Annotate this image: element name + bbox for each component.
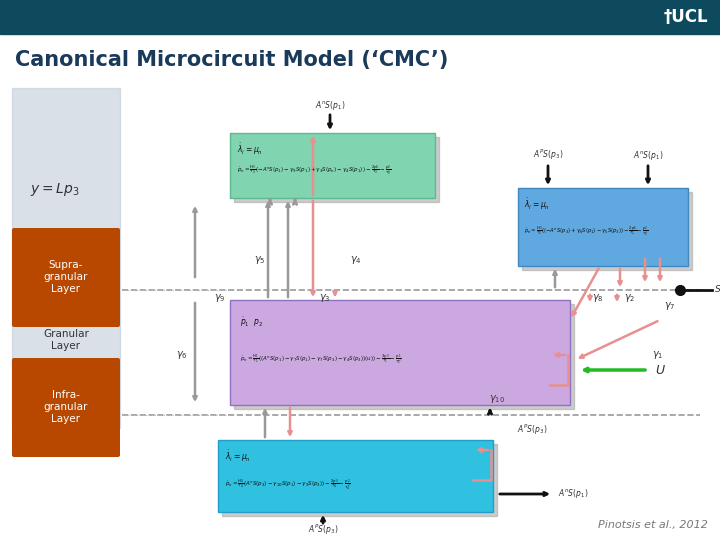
Text: $\gamma_4$: $\gamma_4$ bbox=[350, 254, 361, 266]
Text: $\gamma_9$: $\gamma_9$ bbox=[215, 292, 226, 304]
Text: $S(p_1)$: $S(p_1)$ bbox=[714, 284, 720, 296]
Text: $A^P S(p_3)$: $A^P S(p_3)$ bbox=[517, 423, 547, 437]
Text: Infra-
granular
Layer: Infra- granular Layer bbox=[44, 390, 88, 423]
Text: $\gamma_1$: $\gamma_1$ bbox=[652, 349, 664, 361]
Text: $U$: $U$ bbox=[655, 363, 666, 376]
Text: †UCL: †UCL bbox=[663, 8, 708, 26]
Text: Granular
Layer: Granular Layer bbox=[43, 329, 89, 351]
Text: $A^n S(p_1)$: $A^n S(p_1)$ bbox=[315, 99, 346, 112]
Text: $\dot{p}_n = \frac{H_4}{\tau_4}(A^n S(p_3) - \gamma_{10} S(p_1) - \gamma_9 S(p_3: $\dot{p}_n = \frac{H_4}{\tau_4}(A^n S(p_… bbox=[225, 478, 351, 492]
Text: $A^P S(p_3)$: $A^P S(p_3)$ bbox=[533, 148, 563, 162]
Text: $A^n S(p_1)$: $A^n S(p_1)$ bbox=[558, 488, 588, 501]
Bar bbox=[12, 88, 120, 428]
Text: $\gamma_6$: $\gamma_6$ bbox=[176, 349, 188, 361]
Text: Canonical Microcircuit Model (‘CMC’): Canonical Microcircuit Model (‘CMC’) bbox=[15, 50, 449, 70]
Text: Supra-
granular
Layer: Supra- granular Layer bbox=[44, 260, 88, 294]
Bar bbox=[222, 444, 497, 516]
Bar bbox=[218, 440, 493, 512]
Text: $\gamma_2$: $\gamma_2$ bbox=[624, 292, 636, 304]
Bar bbox=[522, 192, 692, 270]
Text: $\gamma_{10}$: $\gamma_{10}$ bbox=[489, 393, 505, 405]
Text: $\dot{\lambda}_i = \mu_n$: $\dot{\lambda}_i = \mu_n$ bbox=[237, 141, 263, 157]
Bar bbox=[234, 304, 574, 409]
Text: Pinotsis et al., 2012: Pinotsis et al., 2012 bbox=[598, 520, 708, 530]
Bar bbox=[230, 133, 435, 198]
Text: $A^P S(p_3)$: $A^P S(p_3)$ bbox=[307, 523, 338, 537]
Text: $\dot{p}_1\ \ p_2$: $\dot{p}_1\ \ p_2$ bbox=[240, 315, 264, 329]
FancyBboxPatch shape bbox=[12, 358, 120, 457]
Bar bbox=[230, 300, 570, 405]
FancyBboxPatch shape bbox=[12, 228, 120, 327]
Text: $\dot{\lambda}_i = \mu_n$: $\dot{\lambda}_i = \mu_n$ bbox=[225, 448, 251, 464]
Bar bbox=[518, 188, 688, 266]
Text: $\gamma_8$: $\gamma_8$ bbox=[592, 292, 604, 304]
Text: $\dot{\lambda}_i = \mu_n$: $\dot{\lambda}_i = \mu_n$ bbox=[524, 196, 550, 212]
Text: $y = Lp_3$: $y = Lp_3$ bbox=[30, 181, 79, 199]
Text: $\gamma_5$: $\gamma_5$ bbox=[254, 254, 266, 266]
Bar bbox=[234, 137, 439, 202]
Bar bbox=[0, 0, 720, 34]
Text: $\dot{p}_n = \frac{H_3}{\tau_3}(-A^n S(p_1) - \gamma_9 S(p_1) + \gamma_3 S(p_n) : $\dot{p}_n = \frac{H_3}{\tau_3}(-A^n S(p… bbox=[237, 164, 392, 178]
Text: $\gamma_7$: $\gamma_7$ bbox=[665, 300, 676, 312]
Text: $\dot{p}_n = \frac{H_1}{\tau_1}((A^n S(p_1) - \gamma_7 S(p_1) - \gamma_7 S(p_3) : $\dot{p}_n = \frac{H_1}{\tau_1}((A^n S(p… bbox=[240, 353, 402, 367]
Text: $A^n S(p_1)$: $A^n S(p_1)$ bbox=[633, 148, 663, 161]
Text: $\dot{p}_n = \frac{H_3}{\tau_2}((-A^n S(p_3) + \gamma_6 S(p_1) - \gamma_5 S(p_3): $\dot{p}_n = \frac{H_3}{\tau_2}((-A^n S(… bbox=[524, 225, 649, 239]
Text: $\gamma_3$: $\gamma_3$ bbox=[319, 292, 330, 304]
